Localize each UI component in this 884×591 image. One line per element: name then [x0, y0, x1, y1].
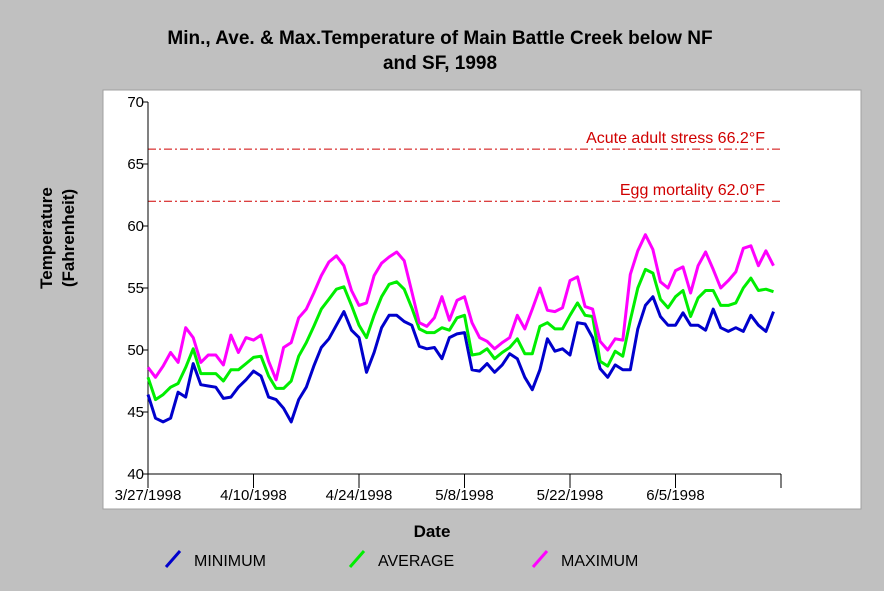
x-tick-label: 3/27/1998	[115, 487, 182, 504]
y-tick-label: 40	[127, 466, 144, 483]
x-tick-label: 6/5/1998	[646, 487, 704, 504]
y-tick-label: 45	[127, 404, 144, 421]
y-axis-title: Temperature (Fahrenheit)	[37, 187, 78, 289]
reference-line-label: Acute adult stress 66.2°F	[586, 130, 765, 147]
chart-title-line-1: Min., Ave. & Max.Temperature of Main Bat…	[167, 28, 712, 49]
legend-label: MAXIMUM	[561, 553, 638, 570]
plot-area	[102, 89, 862, 510]
x-tick-label: 4/10/1998	[220, 487, 287, 504]
y-axis-title-line-2: (Fahrenheit)	[59, 189, 78, 287]
series-lines	[146, 233, 775, 424]
y-tick-label: 55	[127, 280, 144, 297]
chart-title-line-2: and SF, 1998	[383, 53, 497, 74]
legend-label: AVERAGE	[378, 553, 454, 570]
legend-label: MINIMUM	[194, 553, 266, 570]
series-line-maximum	[146, 233, 775, 382]
legend: MINIMUM AVERAGE MAXIMUM	[164, 550, 638, 570]
y-tick-label: 70	[127, 94, 144, 111]
reference-line-label: Egg mortality 62.0°F	[620, 182, 765, 199]
x-tick-label: 4/24/1998	[326, 487, 393, 504]
y-tick-label: 65	[127, 156, 144, 173]
x-tick-label: 5/8/1998	[435, 487, 493, 504]
legend-swatch	[164, 550, 182, 568]
y-axis: 40 45 50 55 60 65 70	[127, 94, 149, 483]
x-tick-label: 5/22/1998	[537, 487, 604, 504]
x-axis: 3/27/1998 4/10/1998 4/24/1998 5/8/1998 5/22/…	[115, 473, 782, 504]
legend-swatch	[348, 550, 366, 568]
series-line-average	[146, 267, 774, 402]
reference-lines: Acute adult stress 66.2°F Egg mortality 6…	[148, 130, 781, 202]
legend-swatch	[531, 550, 549, 568]
series-line-minimum	[146, 295, 775, 424]
y-axis-title-line-1: Temperature	[37, 187, 56, 289]
y-tick-label: 50	[127, 342, 144, 359]
y-tick-label: 60	[127, 218, 144, 235]
x-axis-title: Date	[414, 522, 451, 541]
